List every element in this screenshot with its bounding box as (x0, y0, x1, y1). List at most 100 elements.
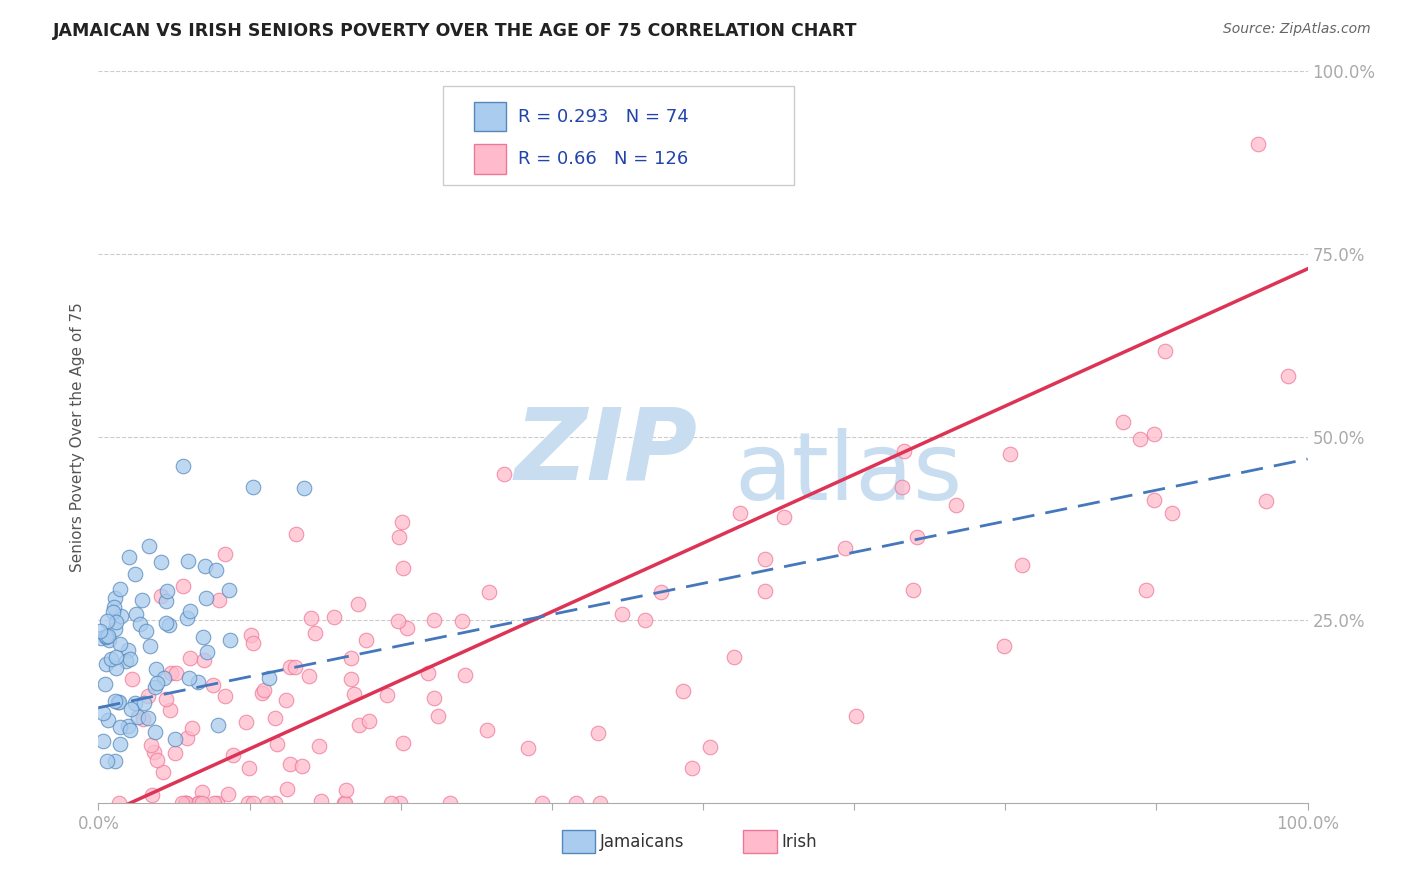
FancyBboxPatch shape (474, 103, 506, 131)
Point (1143, 427, 1166, 442)
Point (98, 633, 121, 648)
Point (187, 796, 209, 810)
Point (176, 731, 198, 745)
Point (335, 783, 357, 797)
Point (177, 554, 200, 568)
Point (207, 718, 229, 732)
Point (308, 739, 330, 753)
Point (284, 526, 307, 541)
Point (94, 677, 117, 691)
Point (104, 754, 127, 768)
Point (146, 676, 169, 690)
Point (893, 443, 915, 458)
Point (117, 719, 139, 733)
Point (396, 621, 419, 635)
Point (94, 628, 117, 642)
Point (155, 594, 177, 608)
Point (191, 630, 214, 644)
Point (100, 652, 122, 666)
Point (672, 684, 695, 698)
Point (179, 650, 201, 665)
Point (439, 796, 461, 810)
Point (451, 614, 474, 628)
Point (891, 480, 914, 494)
Point (187, 796, 209, 810)
Point (108, 737, 131, 751)
Point (197, 645, 219, 659)
Point (108, 637, 131, 651)
Point (214, 547, 236, 561)
Point (152, 765, 174, 780)
Point (160, 666, 183, 681)
Point (347, 718, 370, 732)
Point (150, 590, 173, 604)
Text: R = 0.293   N = 74: R = 0.293 N = 74 (517, 108, 689, 126)
Point (256, 796, 278, 810)
Point (118, 723, 141, 738)
Point (105, 615, 128, 629)
Point (650, 585, 672, 599)
Point (146, 753, 169, 767)
Point (108, 695, 131, 709)
Point (124, 696, 146, 710)
Point (193, 558, 215, 573)
Point (180, 721, 202, 735)
Point (945, 498, 967, 512)
Point (343, 687, 366, 701)
Point (97, 629, 120, 643)
Point (174, 796, 197, 810)
Point (253, 683, 276, 698)
Point (333, 796, 356, 810)
Point (242, 796, 264, 810)
Point (217, 787, 239, 801)
Point (263, 796, 285, 810)
Point (754, 552, 776, 566)
Point (96, 754, 118, 768)
Point (340, 650, 363, 665)
Point (138, 539, 160, 553)
Point (89, 624, 111, 638)
Point (218, 632, 240, 647)
Point (214, 689, 236, 703)
Point (278, 756, 301, 771)
Point (278, 660, 301, 674)
Point (304, 626, 326, 640)
Point (139, 639, 162, 653)
Point (120, 702, 142, 716)
Point (588, 796, 610, 810)
Point (105, 661, 128, 675)
Point (172, 579, 194, 593)
Point (292, 481, 315, 495)
Point (240, 628, 263, 642)
Text: Irish: Irish (782, 832, 817, 851)
Point (387, 614, 409, 628)
Point (155, 692, 177, 706)
Point (194, 591, 217, 606)
Point (174, 796, 197, 810)
Point (193, 653, 215, 667)
Point (333, 796, 356, 810)
Point (359, 714, 381, 728)
Point (845, 709, 868, 723)
Point (104, 622, 127, 636)
Point (179, 671, 201, 685)
Point (143, 680, 166, 694)
Point (235, 714, 257, 729)
Point (340, 673, 363, 687)
Text: JAMAICAN VS IRISH SENIORS POVERTY OVER THE AGE OF 75 CORRELATION CHART: JAMAICAN VS IRISH SENIORS POVERTY OVER T… (53, 22, 858, 40)
Point (1129, 433, 1152, 447)
Point (754, 583, 776, 598)
Point (423, 614, 446, 628)
Point (1112, 416, 1135, 430)
Point (427, 708, 450, 723)
Point (993, 639, 1015, 653)
Point (141, 789, 163, 803)
Point (699, 740, 721, 755)
Point (179, 604, 201, 618)
Point (274, 693, 297, 707)
Point (291, 759, 314, 773)
Point (124, 566, 146, 581)
FancyBboxPatch shape (742, 830, 776, 854)
Point (128, 616, 150, 631)
Point (375, 688, 398, 702)
